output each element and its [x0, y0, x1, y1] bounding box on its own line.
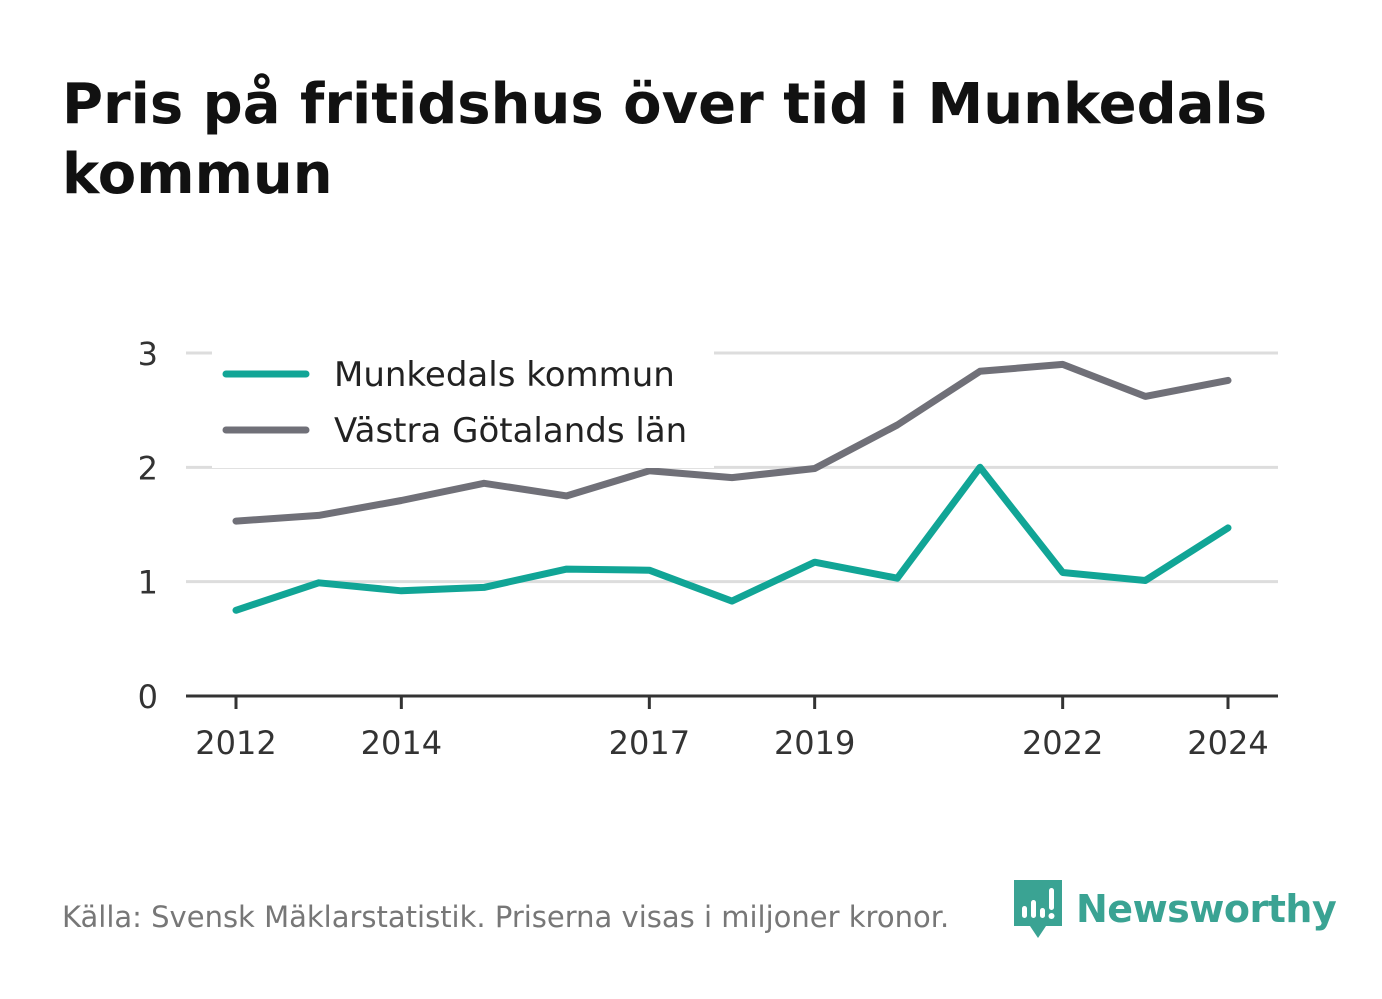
legend-label: Västra Götalands län — [334, 411, 687, 451]
y-tick-label: 2 — [138, 449, 158, 487]
x-tick-label: 2022 — [1022, 724, 1103, 762]
legend: Munkedals kommun Västra Götalands län — [212, 338, 714, 468]
legend-background — [212, 338, 714, 468]
x-tick-label: 2017 — [609, 724, 690, 762]
brand-name: Newsworthy — [1076, 887, 1337, 931]
series-line-0 — [232, 463, 1232, 614]
x-tick-label: 2024 — [1187, 724, 1268, 762]
x-tick-label: 2019 — [774, 724, 855, 762]
series-lines — [232, 360, 1232, 614]
y-tick-label: 0 — [138, 678, 158, 716]
legend-label: Munkedals kommun — [334, 355, 675, 395]
x-tick-label: 2012 — [195, 724, 276, 762]
y-tick-label: 1 — [138, 564, 158, 602]
y-tick-label: 3 — [138, 335, 158, 373]
newsworthy-logo-icon — [1014, 880, 1062, 938]
source-note: Källa: Svensk Mäklarstatistik. Priserna … — [62, 900, 950, 934]
brand[interactable]: Newsworthy — [1012, 878, 1337, 940]
y-axis: 0 1 2 3 — [138, 335, 158, 716]
x-axis: 2012 2014 2017 2019 2022 2024 — [186, 694, 1278, 762]
x-tick-label: 2014 — [361, 724, 442, 762]
chart-title: Pris på fritidshus över tid i Munkedals … — [62, 72, 1268, 207]
